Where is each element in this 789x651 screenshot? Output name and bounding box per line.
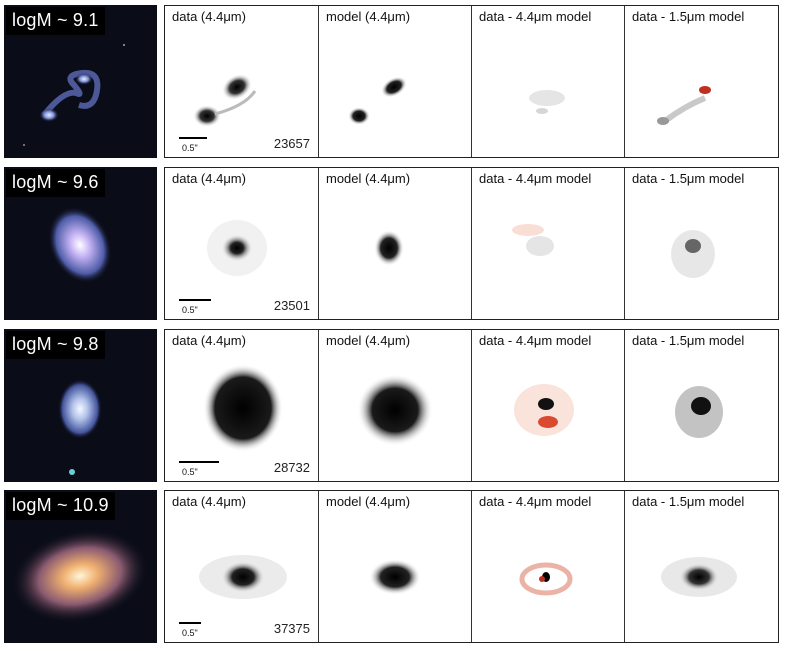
panel-frame: data (4.4μm) 0.5" 28732 model (4.4μm) da… — [164, 329, 779, 482]
scale-bar — [179, 461, 219, 463]
panel-label: data - 1.5μm model — [632, 333, 748, 350]
panel-residual-1um: data - 1.5μm model — [624, 330, 778, 481]
galaxy-color-image — [23, 44, 125, 146]
color-thumbnail: logM ~ 10.9 — [4, 490, 157, 643]
panel-label: data (4.4μm) — [172, 171, 249, 188]
panel-model: model (4.4μm) — [318, 330, 472, 481]
scale-bar — [179, 299, 211, 301]
galaxy-color-image — [10, 528, 150, 624]
panel-data: data (4.4μm) 0.5" 23657 — [165, 6, 318, 157]
panel-data: data (4.4μm) 0.5" 23501 — [165, 168, 318, 319]
panel-label: data - 4.4μm model — [479, 171, 595, 188]
galaxy-color-image — [47, 206, 113, 284]
panel-residual-1um: data - 1.5μm model — [624, 6, 778, 157]
figure-row-2: logM ~ 9.6 data (4.4μm) 0.5" 23501 model… — [0, 167, 789, 320]
galaxy-id: 23657 — [273, 136, 310, 151]
color-thumbnail: logM ~ 9.1 — [4, 5, 157, 158]
mass-label: logM ~ 10.9 — [6, 492, 115, 520]
scale-label: 0.5" — [182, 305, 198, 315]
panel-model: model (4.4μm) — [318, 491, 472, 642]
panel-label: data (4.4μm) — [172, 9, 249, 26]
panel-label: data - 1.5μm model — [632, 494, 748, 511]
panel-label: data - 4.4μm model — [479, 333, 595, 350]
scale-bar — [179, 622, 201, 624]
panel-residual-4um: data - 4.4μm model — [471, 330, 625, 481]
panel-model: model (4.4μm) — [318, 168, 472, 319]
panel-label: data (4.4μm) — [172, 494, 249, 511]
panel-data: data (4.4μm) 0.5" 37375 — [165, 491, 318, 642]
scale-label: 0.5" — [182, 628, 198, 638]
figure-row-1: logM ~ 9.1 data (4.4μm) 0.5" 23657 model… — [0, 5, 789, 158]
panel-label: data - 1.5μm model — [632, 171, 748, 188]
scale-bar — [179, 137, 207, 139]
figure-row-4: logM ~ 10.9 data (4.4μm) 0.5" 37375 mode… — [0, 490, 789, 643]
galaxy-id: 23501 — [273, 298, 310, 313]
panel-data: data (4.4μm) 0.5" 28732 — [165, 330, 318, 481]
figure-row-3: logM ~ 9.8 data (4.4μm) 0.5" 28732 model… — [0, 329, 789, 482]
panel-frame: data (4.4μm) 0.5" 37375 model (4.4μm) da… — [164, 490, 779, 643]
panel-label: model (4.4μm) — [326, 9, 414, 26]
panel-label: model (4.4μm) — [326, 494, 414, 511]
panel-label: data - 1.5μm model — [632, 9, 748, 26]
panel-label: data - 4.4μm model — [479, 494, 595, 511]
panel-model: model (4.4μm) — [318, 6, 472, 157]
panel-label: model (4.4μm) — [326, 333, 414, 350]
panel-residual-4um: data - 4.4μm model — [471, 491, 625, 642]
color-thumbnail: logM ~ 9.8 — [4, 329, 157, 482]
scale-label: 0.5" — [182, 143, 198, 153]
galaxy-id: 28732 — [273, 460, 310, 475]
panel-label: model (4.4μm) — [326, 171, 414, 188]
panel-label: data - 4.4μm model — [479, 9, 595, 26]
panel-frame: data (4.4μm) 0.5" 23657 model (4.4μm) da… — [164, 5, 779, 158]
mass-label: logM ~ 9.1 — [6, 7, 105, 35]
galaxy-id: 37375 — [273, 621, 310, 636]
panel-frame: data (4.4μm) 0.5" 23501 model (4.4μm) da… — [164, 167, 779, 320]
panel-residual-4um: data - 4.4μm model — [471, 168, 625, 319]
panel-residual-4um: data - 4.4μm model — [471, 6, 625, 157]
mass-label: logM ~ 9.8 — [6, 331, 105, 359]
panel-label: data (4.4μm) — [172, 333, 249, 350]
panel-residual-1um: data - 1.5μm model — [624, 491, 778, 642]
panel-residual-1um: data - 1.5μm model — [624, 168, 778, 319]
mass-label: logM ~ 9.6 — [6, 169, 105, 197]
color-thumbnail: logM ~ 9.6 — [4, 167, 157, 320]
scale-label: 0.5" — [182, 467, 198, 477]
galaxy-color-image — [58, 379, 102, 475]
